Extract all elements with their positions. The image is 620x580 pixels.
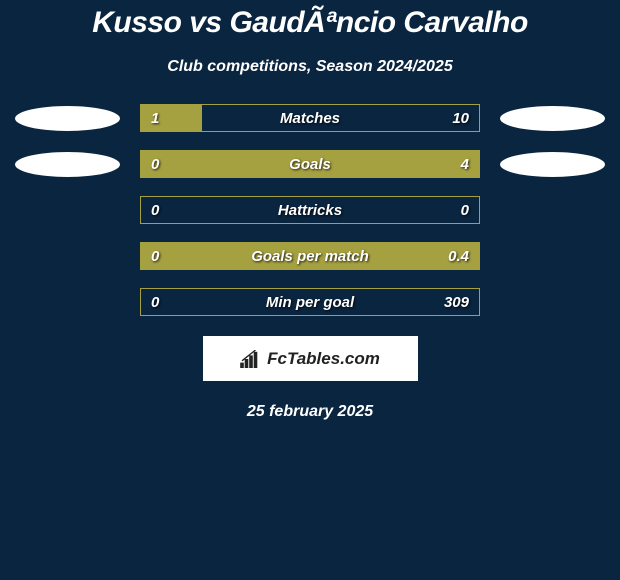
subtitle: Club competitions, Season 2024/2025 xyxy=(167,58,452,76)
stat-right-value: 10 xyxy=(452,110,469,127)
stat-label: Hattricks xyxy=(141,202,479,219)
stat-bar: 1Matches10 xyxy=(140,104,480,132)
stat-label: Goals per match xyxy=(141,248,479,265)
stat-right-value: 0.4 xyxy=(448,248,469,265)
stat-row: 0Goals per match0.4 xyxy=(0,242,620,270)
stat-bar: 0Min per goal309 xyxy=(140,288,480,316)
stat-row: 0Hattricks0 xyxy=(0,196,620,224)
left-avatar-ellipse xyxy=(15,106,120,131)
left-avatar-ellipse xyxy=(15,152,120,177)
stat-right-value: 4 xyxy=(461,156,469,173)
page-title: Kusso vs GaudÃªncio Carvalho xyxy=(92,6,528,40)
logo-text: FcTables.com xyxy=(267,349,380,369)
stats-chart: 1Matches100Goals40Hattricks00Goals per m… xyxy=(0,104,620,316)
stat-label: Goals xyxy=(141,156,479,173)
stat-row: 0Goals4 xyxy=(0,150,620,178)
stat-bar: 0Goals4 xyxy=(140,150,480,178)
stat-label: Matches xyxy=(141,110,479,127)
right-avatar-ellipse xyxy=(500,152,605,177)
stat-bar: 0Goals per match0.4 xyxy=(140,242,480,270)
stat-right-value: 0 xyxy=(461,202,469,219)
stat-right-value: 309 xyxy=(444,294,469,311)
stat-row: 0Min per goal309 xyxy=(0,288,620,316)
fctables-logo-icon xyxy=(240,350,262,368)
logo-box: FcTables.com xyxy=(203,336,418,381)
stat-label: Min per goal xyxy=(141,294,479,311)
right-avatar-ellipse xyxy=(500,106,605,131)
stat-row: 1Matches10 xyxy=(0,104,620,132)
date-text: 25 february 2025 xyxy=(247,403,373,421)
stat-bar: 0Hattricks0 xyxy=(140,196,480,224)
